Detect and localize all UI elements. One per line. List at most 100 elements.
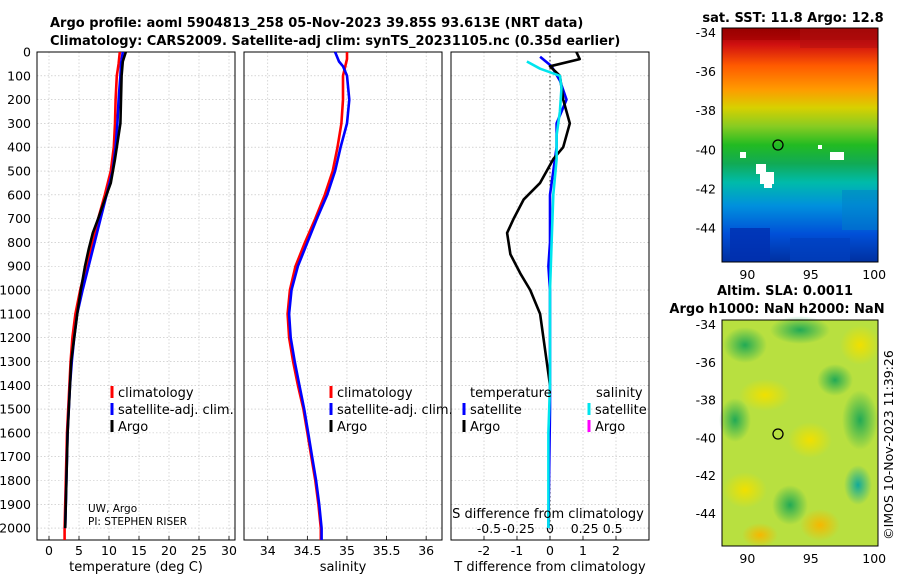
series-line xyxy=(286,52,349,540)
sla-blob xyxy=(723,327,767,363)
height-title: Argo h1000: NaN h2000: NaN xyxy=(669,302,884,317)
latitude-label: -42 xyxy=(696,468,716,483)
latitude-label: -40 xyxy=(696,430,716,445)
longitude-label: 100 xyxy=(862,267,886,282)
sla-blob xyxy=(817,364,853,396)
x-tick-label: 34.5 xyxy=(293,543,321,558)
x-tick-label: 15 xyxy=(131,543,147,558)
x-tick-label: 2 xyxy=(612,543,620,558)
sla-blob xyxy=(739,379,791,411)
s-tick-label: -0.25 xyxy=(502,521,534,536)
series-line xyxy=(539,55,568,529)
legend-s-argo-label: Argo xyxy=(595,420,625,435)
legend-temperature-header: temperature xyxy=(470,386,552,401)
imos-watermark: ©IMOS 10-Nov-2023 11:39:26 xyxy=(881,350,896,540)
sla-map: -34 -36 -38 -40 -42 -44 90 95 100 xyxy=(696,316,886,566)
sla-blob xyxy=(772,485,808,525)
s-tick-label: 0 xyxy=(546,521,554,536)
sst-cloud-mask xyxy=(756,164,766,174)
sst-axis-labels: -34 -36 -38 -40 -42 -44 90 95 100 xyxy=(696,25,887,282)
title-line-2: Climatology: CARS2009. Satellite-adj cli… xyxy=(50,34,620,49)
depth-tick-label: 1500 xyxy=(0,402,31,417)
x-tick-label: 1 xyxy=(579,543,587,558)
depth-tick-label: 1800 xyxy=(0,473,31,488)
series-line xyxy=(526,60,563,529)
depth-tick-label: 300 xyxy=(7,116,31,131)
sst-cloud-mask xyxy=(830,152,844,160)
legend-s-sat-label: satellite xyxy=(595,403,647,418)
temperature-panel: 0100200300400500600700800900100011001200… xyxy=(0,45,237,576)
difference-series xyxy=(505,51,582,529)
depth-tick-label: 2000 xyxy=(0,521,31,536)
latitude-label: -44 xyxy=(696,221,716,236)
difference-legend: temperature salinity satellite Argo sate… xyxy=(462,386,647,435)
salinity-xlabel: salinity xyxy=(320,560,367,575)
salinity-axes-box xyxy=(243,51,443,541)
latitude-label: -34 xyxy=(696,25,716,40)
temperature-xlabel: temperature (deg C) xyxy=(69,560,203,575)
x-tick-label: 35.5 xyxy=(373,543,401,558)
longitude-label: 95 xyxy=(803,551,819,566)
sla-blob xyxy=(719,398,751,442)
depth-tick-label: 1600 xyxy=(0,425,31,440)
legend-argo-label: Argo xyxy=(118,420,148,435)
depth-tick-label: 1200 xyxy=(0,330,31,345)
difference-panel: -2 -1 0 1 2 -0.5 -0.25 0 0.25 0.5 T difference f… xyxy=(450,51,650,575)
pi-text: PI: STEPHEN RISER xyxy=(88,516,187,528)
x-tick-label: -2 xyxy=(478,543,490,558)
depth-tick-label: 600 xyxy=(7,187,31,202)
legend-clim-label: climatology xyxy=(337,386,413,401)
legend-sat-label: satellite-adj. clim. xyxy=(337,403,453,418)
depth-tick-label: 1400 xyxy=(0,378,31,393)
x-tick-label: 36 xyxy=(418,543,434,558)
sla-frame xyxy=(721,319,879,547)
temperature-grid xyxy=(37,51,235,540)
depth-tick-label: 1700 xyxy=(0,449,31,464)
s-difference-xlabel: S difference from climatology xyxy=(452,507,644,522)
sst-title: sat. SST: 11.8 Argo: 12.8 xyxy=(702,11,883,26)
longitude-label: 95 xyxy=(803,267,819,282)
depth-tick-label: 1900 xyxy=(0,497,31,512)
latitude-label: -38 xyxy=(696,393,716,408)
sst-frame xyxy=(721,27,879,263)
temperature-axes-box xyxy=(36,51,236,541)
depth-tick-label: 1000 xyxy=(0,283,31,298)
x-tick-label: 34 xyxy=(260,543,276,558)
latitude-label: -42 xyxy=(696,181,716,196)
series-line xyxy=(63,51,122,540)
t-difference-xlabel: T difference from climatology xyxy=(453,560,646,575)
title-line-1: Argo profile: aoml 5904813_258 05-Nov-20… xyxy=(50,16,583,31)
sst-patch xyxy=(730,228,770,262)
sst-patch xyxy=(800,28,878,48)
salinity-tick-labels: 34 34.5 35 35.5 36 xyxy=(260,536,434,558)
salinity-series xyxy=(286,51,351,540)
longitude-label: 100 xyxy=(862,551,886,566)
s-tick-label: 0.25 xyxy=(571,521,599,536)
sst-cloud-mask xyxy=(764,182,772,188)
latitude-label: -38 xyxy=(696,103,716,118)
salinity-grid xyxy=(244,51,442,540)
x-tick-label: 5 xyxy=(75,543,83,558)
temperature-series xyxy=(63,51,128,540)
longitude-label: 90 xyxy=(739,551,755,566)
salinity-legend: climatology satellite-adj. clim. Argo xyxy=(329,386,453,435)
depth-tick-label: 700 xyxy=(7,211,31,226)
latitude-label: -34 xyxy=(696,317,716,332)
s-difference-tick-labels: -0.5 -0.25 0 0.25 0.5 xyxy=(477,521,623,536)
depth-tick-label: 900 xyxy=(7,259,31,274)
s-tick-label: -0.5 xyxy=(477,521,501,536)
sst-patch xyxy=(842,190,878,230)
sst-cloud-mask xyxy=(740,152,746,158)
series-line xyxy=(63,51,128,529)
sla-blob xyxy=(844,465,872,505)
x-tick-label: 30 xyxy=(221,543,237,558)
legend-t-argo-label: Argo xyxy=(470,420,500,435)
sla-blob xyxy=(800,509,840,541)
sla-argo-marker xyxy=(772,428,784,440)
x-tick-label: 10 xyxy=(101,543,117,558)
sst-cloud-mask xyxy=(818,145,822,149)
x-tick-label: 0 xyxy=(45,543,53,558)
sla-blob xyxy=(842,390,878,450)
latitude-label: -44 xyxy=(696,506,716,521)
